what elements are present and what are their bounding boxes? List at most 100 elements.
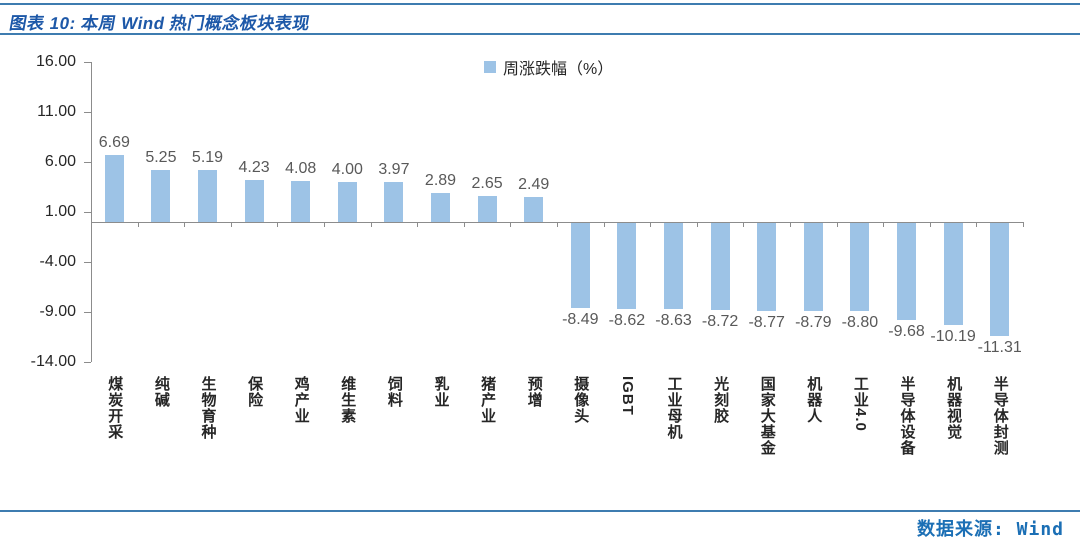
bar-value-label: 5.19 — [191, 149, 224, 167]
bar-乳业 — [431, 193, 450, 222]
x-axis-category-label: 光刻胶 — [712, 376, 730, 424]
bar-value-label: -8.80 — [841, 314, 879, 331]
x-axis-category-label: 摄像头 — [572, 376, 590, 424]
bar-value-label: 5.25 — [145, 148, 177, 166]
x-axis-tick-mark — [790, 222, 791, 227]
bar-猪产业 — [477, 195, 497, 222]
x-axis-category-label: 机器人 — [805, 376, 823, 424]
y-axis-line — [91, 62, 92, 362]
bar-value-label: -8.72 — [701, 313, 739, 331]
x-axis-category-label: 鸡产业 — [292, 376, 310, 424]
y-axis-tick-mark — [84, 262, 91, 263]
bar-value-label: -11.31 — [977, 339, 1022, 357]
bar-半导体设备 — [897, 223, 916, 320]
legend-label: 周涨跌幅（%） — [503, 61, 614, 78]
bar-预增 — [524, 197, 544, 222]
bar-纯碱 — [151, 169, 171, 222]
chart-legend: 周涨跌幅（%） — [484, 55, 613, 79]
x-axis-tick-mark — [463, 222, 465, 227]
x-axis-category-label: 乳业 — [432, 376, 450, 408]
x-axis-tick-mark — [370, 222, 372, 227]
y-axis-tick-mark — [84, 362, 91, 363]
x-axis-tick-mark — [510, 222, 512, 227]
x-axis-category-label: 半导体封测 — [991, 376, 1009, 456]
x-axis-category-label: 纯碱 — [152, 376, 170, 408]
bar-value-label: 3.97 — [378, 161, 410, 179]
bar-饲料 — [384, 182, 404, 222]
x-axis-category-label: 工业4.0 — [851, 376, 869, 432]
x-axis-tick-mark — [650, 222, 652, 227]
x-axis-category-label: 保险 — [246, 376, 264, 408]
bar-机器人 — [803, 223, 823, 311]
x-axis-category-label: 煤炭开采 — [106, 376, 124, 440]
x-axis-tick-mark — [137, 222, 139, 227]
x-axis-tick-mark — [324, 222, 325, 227]
y-axis-tick-mark — [84, 112, 91, 113]
x-axis-tick-mark — [230, 222, 232, 227]
bar-IGBT — [617, 223, 637, 310]
x-axis-category-label: IGBT — [618, 376, 636, 416]
y-axis-tick-label: -4.00 — [39, 253, 76, 270]
x-axis-category-label: 机器视觉 — [945, 376, 963, 440]
x-axis-category-label: 猪产业 — [479, 376, 497, 424]
x-axis-category-label: 生物育种 — [199, 376, 217, 440]
bar-value-label: 4.23 — [238, 158, 270, 176]
bar-煤炭开采 — [104, 155, 124, 222]
bar-value-label: 2.49 — [518, 176, 550, 194]
figure-title: 图表 10: 本周 Wind 热门概念板块表现 — [7, 14, 312, 33]
bar-机器视觉 — [943, 223, 963, 325]
bar-鸡产业 — [291, 181, 311, 222]
x-axis-tick-mark — [277, 222, 279, 227]
bar-value-label: -10.19 — [930, 327, 976, 345]
x-axis-tick-mark — [743, 222, 745, 227]
bar-工业母机 — [664, 223, 683, 310]
x-axis-tick-mark — [1023, 222, 1024, 227]
y-axis-tick-label: 11.00 — [37, 103, 76, 120]
bar-工业4.0 — [850, 223, 870, 311]
bar-value-label: 6.69 — [98, 134, 130, 152]
y-axis-tick-mark — [84, 162, 91, 163]
bar-value-label: 4.00 — [331, 161, 363, 178]
bar-光刻胶 — [710, 223, 730, 311]
y-axis-tick-mark — [84, 62, 91, 63]
bar-国家大基金 — [757, 223, 777, 311]
bar-value-label: -8.63 — [655, 312, 692, 330]
bar-value-label: -8.62 — [608, 312, 646, 330]
y-axis-tick-label: -9.00 — [39, 303, 76, 320]
bar-保险 — [244, 179, 264, 222]
y-axis-tick-mark — [84, 312, 91, 313]
bar-生物育种 — [198, 170, 217, 222]
x-axis-tick-mark — [976, 222, 978, 227]
data-source-note: 数据来源: Wind — [916, 519, 1064, 540]
x-axis-tick-mark — [883, 222, 885, 227]
x-axis-tick-mark — [184, 222, 186, 227]
bar-半导体封测 — [990, 223, 1010, 337]
x-axis-tick-mark — [836, 222, 838, 227]
x-axis-tick-mark — [557, 222, 558, 227]
x-axis-category-label: 预增 — [525, 376, 543, 408]
bar-value-label: -8.79 — [795, 313, 832, 331]
x-axis-tick-mark — [696, 222, 698, 227]
legend-swatch-icon — [484, 61, 496, 73]
bar-value-label: -8.77 — [748, 313, 785, 331]
y-axis-tick-label: 1.00 — [44, 203, 76, 220]
bar-value-label: 4.08 — [285, 160, 317, 178]
header-rule-top — [0, 3, 1080, 5]
x-axis-tick-mark — [417, 222, 419, 227]
x-axis-tick-mark — [929, 222, 931, 227]
bar-摄像头 — [570, 223, 590, 308]
x-axis-category-label: 饲料 — [385, 376, 403, 408]
y-axis-tick-mark — [84, 212, 91, 213]
x-axis-category-label: 工业母机 — [665, 376, 683, 440]
x-axis-tick-mark — [603, 222, 605, 227]
y-axis-tick-label: 16.00 — [35, 53, 76, 70]
x-axis-category-label: 国家大基金 — [758, 376, 776, 456]
y-axis-tick-label: 6.00 — [44, 153, 76, 170]
x-axis-category-label: 维生素 — [339, 376, 357, 424]
x-axis-category-label: 半导体设备 — [898, 376, 916, 456]
bar-维生素 — [337, 182, 357, 222]
bar-value-label: -9.68 — [888, 322, 925, 340]
bar-value-label: 2.65 — [471, 174, 503, 192]
footer-rule — [0, 510, 1080, 512]
